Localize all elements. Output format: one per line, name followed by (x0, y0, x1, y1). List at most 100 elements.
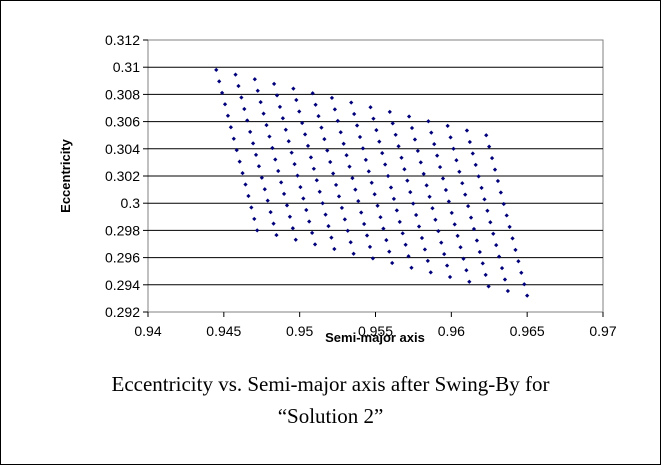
data-point (234, 148, 239, 153)
y-tick-label: 0.292 (105, 304, 140, 320)
y-tick-label: 0.306 (105, 114, 140, 130)
figure-caption: Eccentricity vs. Semi-major axis after S… (20, 368, 641, 432)
data-point (344, 153, 349, 158)
y-tick-label: 0.308 (105, 86, 140, 102)
data-point (308, 155, 314, 160)
data-point (491, 231, 496, 236)
data-point (394, 208, 399, 213)
x-tick-label: 0.965 (510, 323, 545, 339)
data-point (325, 148, 330, 153)
data-point (322, 136, 327, 142)
data-point (421, 171, 426, 176)
data-point (498, 190, 503, 195)
data-point (364, 233, 370, 238)
data-point (412, 137, 418, 142)
data-point (356, 198, 361, 204)
data-point (267, 134, 272, 139)
data-point (360, 146, 366, 151)
data-point (485, 208, 490, 213)
data-point (460, 181, 465, 186)
data-point (271, 221, 276, 226)
data-point (406, 254, 411, 259)
data-point (448, 135, 453, 140)
data-point (446, 199, 451, 204)
data-point (268, 210, 273, 215)
data-point (442, 251, 447, 257)
data-point (425, 258, 430, 264)
data-point (219, 90, 225, 95)
data-point (377, 139, 382, 144)
data-point (522, 282, 527, 287)
x-axis-title: Semi-major axis (325, 330, 425, 345)
x-tick-label: 0.96 (438, 323, 465, 339)
data-point (259, 175, 264, 180)
x-tick-label: 0.97 (589, 323, 616, 339)
data-point (437, 164, 443, 170)
data-point (225, 113, 231, 118)
data-point (504, 213, 509, 218)
data-point (482, 197, 487, 202)
data-point (248, 129, 253, 135)
data-point (400, 231, 405, 236)
data-point (239, 95, 244, 100)
data-points (214, 67, 530, 298)
data-point (430, 206, 435, 211)
data-point (414, 212, 419, 218)
data-point (427, 194, 432, 199)
data-point (279, 180, 284, 185)
data-point (473, 162, 478, 168)
data-point (287, 214, 293, 219)
data-point (447, 274, 453, 280)
data-point (419, 235, 425, 241)
data-point (384, 237, 389, 243)
data-point (418, 160, 423, 165)
data-point (214, 67, 219, 73)
y-tick-labels: 0.312 0.31 0.308 0.306 0.304 0.302 0.3 0.298 0.2… (105, 32, 148, 320)
data-point (408, 190, 413, 195)
data-point (464, 268, 469, 273)
data-point (351, 251, 356, 256)
data-point (374, 128, 379, 133)
data-point (463, 192, 468, 197)
data-point (385, 173, 391, 179)
data-point (339, 205, 345, 210)
data-point (312, 242, 318, 247)
data-point (370, 256, 376, 261)
data-point (495, 178, 501, 184)
data-point (237, 159, 242, 164)
data-point (435, 153, 440, 158)
data-point (451, 146, 456, 151)
y-axis-title: Eccentricity (58, 138, 73, 212)
data-point (397, 219, 402, 224)
data-point (502, 277, 508, 282)
data-point (329, 235, 334, 240)
data-point (452, 222, 457, 227)
data-point (314, 178, 319, 183)
data-point (477, 249, 482, 255)
data-point (455, 233, 460, 238)
data-point (331, 171, 336, 176)
data-point (405, 178, 410, 183)
gridlines (148, 66, 603, 286)
data-point (467, 279, 472, 284)
data-point (348, 240, 353, 245)
data-point (411, 201, 416, 206)
y-tick-label: 0.304 (105, 141, 140, 157)
data-point (399, 155, 404, 160)
data-point (298, 184, 303, 190)
data-point (256, 164, 262, 169)
scatter-chart: 0.312 0.31 0.308 0.306 0.304 0.302 0.3 0.298 0.2… (58, 32, 617, 345)
data-point (293, 237, 298, 242)
data-point (341, 141, 346, 146)
data-point (283, 127, 288, 132)
data-point (496, 254, 502, 259)
data-point (488, 220, 493, 225)
data-point (486, 284, 491, 289)
data-point (380, 150, 385, 156)
data-point (519, 270, 524, 275)
data-point (336, 194, 342, 199)
data-point (372, 192, 377, 197)
data-point (249, 205, 254, 210)
data-point (468, 215, 474, 220)
data-point (525, 293, 530, 298)
